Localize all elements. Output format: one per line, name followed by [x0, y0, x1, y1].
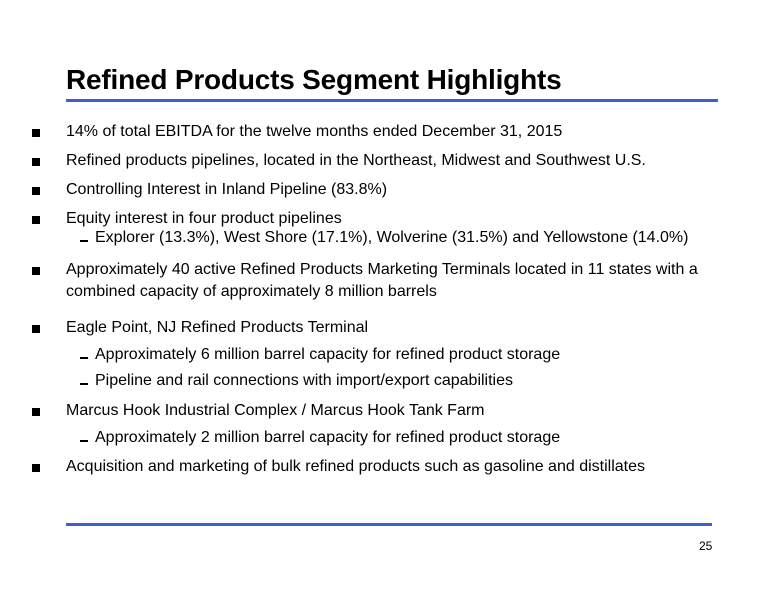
square-bullet-icon [32, 325, 40, 333]
square-bullet-icon [32, 464, 40, 472]
sub-bullet-item: Approximately 6 million barrel capacity … [80, 344, 735, 366]
square-bullet-icon [32, 216, 40, 224]
square-bullet-icon [32, 267, 40, 275]
sub-bullet-text: Approximately 2 million barrel capacity … [95, 429, 561, 446]
sub-bullet-item: Explorer (13.3%), West Shore (17.1%), Wo… [80, 227, 735, 249]
dash-bullet-icon [80, 383, 88, 385]
sub-bullet-text: Pipeline and rail connections with impor… [95, 372, 513, 389]
bullet-text: Controlling Interest in Inland Pipeline … [66, 181, 388, 198]
sub-bullet-item: Pipeline and rail connections with impor… [80, 370, 735, 392]
bullet-text: Approximately 40 active Refined Products… [66, 261, 698, 300]
bullet-item: Equity interest in four product pipeline… [32, 208, 736, 230]
square-bullet-icon [32, 408, 40, 416]
sub-bullet-text: Explorer (13.3%), West Shore (17.1%), Wo… [95, 229, 689, 246]
sub-bullet-item: Approximately 2 million barrel capacity … [80, 427, 735, 449]
bullet-text: Refined products pipelines, located in t… [66, 152, 646, 169]
bullet-text: Equity interest in four product pipeline… [66, 210, 342, 227]
bullet-item: Controlling Interest in Inland Pipeline … [32, 179, 736, 201]
dash-bullet-icon [80, 240, 88, 242]
square-bullet-icon [32, 129, 40, 137]
dash-bullet-icon [80, 357, 88, 359]
page-number: 25 [699, 539, 713, 553]
bullet-item: Eagle Point, NJ Refined Products Termina… [32, 317, 736, 339]
bullet-text: Acquisition and marketing of bulk refine… [66, 458, 645, 475]
bullet-text: Eagle Point, NJ Refined Products Termina… [66, 319, 369, 336]
footer-rule [66, 523, 712, 526]
slide-title: Refined Products Segment Highlights [66, 64, 562, 95]
bullet-item: Approximately 40 active Refined Products… [32, 259, 736, 303]
bullet-item: 14% of total EBITDA for the twelve month… [32, 121, 736, 143]
square-bullet-icon [32, 158, 40, 166]
bullet-text: Marcus Hook Industrial Complex / Marcus … [66, 402, 485, 419]
bullet-text: 14% of total EBITDA for the twelve month… [66, 123, 563, 140]
dash-bullet-icon [80, 440, 88, 442]
title-underline [66, 99, 718, 102]
sub-bullet-text: Approximately 6 million barrel capacity … [95, 346, 561, 363]
bullet-item: Acquisition and marketing of bulk refine… [32, 456, 736, 478]
bullet-item: Refined products pipelines, located in t… [32, 150, 736, 172]
bullet-item: Marcus Hook Industrial Complex / Marcus … [32, 400, 736, 422]
square-bullet-icon [32, 187, 40, 195]
